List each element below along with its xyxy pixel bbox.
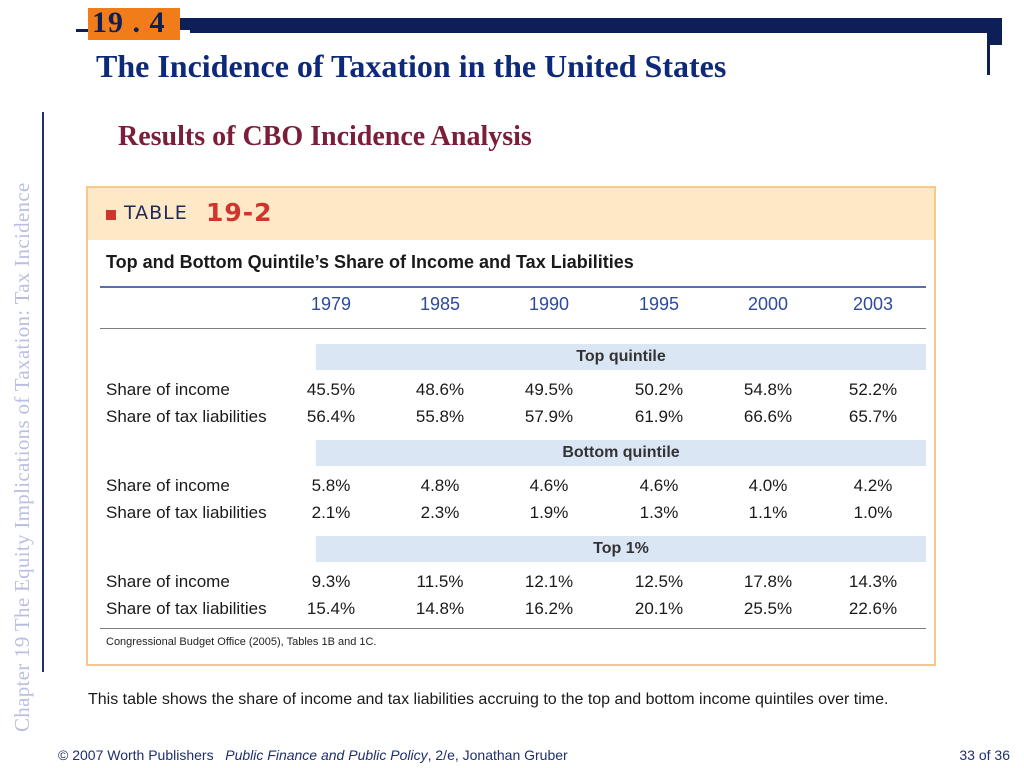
table-cell: 4.0% [748,476,788,495]
table-cell: 4.8% [420,476,460,495]
footer: © 2007 Worth Publishers Public Finance a… [0,744,1024,768]
table-top-rule [100,286,926,288]
group-label: Bottom quintile [562,444,680,461]
table-bullet-icon [106,210,116,220]
table-cell: 52.2% [848,380,898,399]
table-cell: 5.8% [311,476,351,495]
footer-credit: © 2007 Worth Publishers Public Finance a… [58,747,568,763]
group-label: Top 1% [593,540,649,557]
page-number: 33 of 36 [959,747,1010,763]
year-header: 1995 [638,294,680,314]
table-cell: 1.9% [529,503,569,522]
table-cell: 4.6% [529,476,569,495]
table-cell: 25.5% [743,599,793,618]
table-cell: 11.5% [416,572,464,591]
table-cell: 55.8% [415,407,465,426]
table-cell: 17.8% [743,572,793,591]
table-label-number: 19-2 [206,198,273,227]
header-right-line [987,33,990,75]
footer-book-details: , 2/e, Jonathan Gruber [427,747,568,763]
table-cell: 54.8% [743,380,793,399]
header-left-dash [76,29,88,32]
row-label: Share of tax liabilities [106,503,267,522]
table-cell: 48.6% [415,380,465,399]
table-cell: 15.4% [306,599,356,618]
group-band: Top 1% [316,536,926,562]
table-cell: 45.5% [306,380,356,399]
group-label: Top quintile [576,348,666,365]
footer-book-title: Public Finance and Public Policy [225,747,428,763]
table-header-band: TABLE 19-2 [88,188,934,240]
table-cell: 16.2% [524,599,574,618]
row-label: Share of income [106,380,230,399]
group-band: Bottom quintile [316,440,926,466]
group-band: Top quintile [316,344,926,370]
table-label-word: TABLE [124,202,188,224]
header-bar [180,18,1002,30]
table-source-note: Congressional Budget Office (2005), Tabl… [106,636,377,648]
table-cell: 49.5% [524,380,574,399]
table-cell: 61.9% [634,407,684,426]
table-cell: 2.1% [311,503,351,522]
header-rule [100,328,926,329]
table-cell: 12.5% [634,572,684,591]
year-header: 2000 [747,294,789,314]
year-header: 1979 [310,294,352,314]
row-label: Share of income [106,476,230,495]
row-label: Share of income [106,572,230,591]
table-row: Share of income 45.5% 48.6% 49.5% 50.2% … [88,380,934,404]
table-row: Share of tax liabilities 15.4% 14.8% 16.… [88,599,934,623]
slide-title: The Incidence of Taxation in the United … [96,48,727,84]
table-cell: 50.2% [634,380,684,399]
table-cell: 56.4% [306,407,356,426]
table-cell: 1.0% [853,503,893,522]
table-caption: Top and Bottom Quintile’s Share of Incom… [106,252,634,272]
table-row: Share of tax liabilities 56.4% 55.8% 57.… [88,407,934,431]
footer-copyright: © 2007 Worth Publishers [58,747,214,763]
table-cell: 65.7% [848,407,898,426]
year-header-row: 1979 1985 1990 1995 2000 2003 [88,294,934,320]
table-cell: 14.3% [848,572,898,591]
table-row: Share of tax liabilities 2.1% 2.3% 1.9% … [88,503,934,527]
table-cell: 20.1% [634,599,684,618]
header-right-tick [990,30,1002,45]
table-cell: 66.6% [743,407,793,426]
table-row: Share of income 9.3% 11.5% 12.1% 12.5% 1… [88,572,934,596]
table-cell: 4.2% [853,476,893,495]
row-label: Share of tax liabilities [106,407,267,426]
sidebar-divider [42,112,44,672]
year-header: 1985 [419,294,461,314]
table-description: This table shows the share of income and… [88,691,889,708]
table-cell: 14.8% [415,599,465,618]
section-number: 19 . 4 [92,6,166,39]
table-cell: 1.1% [748,503,788,522]
year-header: 2003 [852,294,894,314]
table-bottom-rule [100,628,926,629]
header-bar-thin [190,30,990,33]
table-cell: 9.3% [311,572,351,591]
slide-subtitle: Results of CBO Incidence Analysis [118,121,532,152]
table-cell: 4.6% [639,476,679,495]
table-cell: 57.9% [524,407,574,426]
table-cell: 22.6% [848,599,898,618]
table-row: Share of income 5.8% 4.8% 4.6% 4.6% 4.0%… [88,476,934,500]
section-badge [88,8,180,40]
table-cell: 12.1% [524,572,574,591]
table-cell: 2.3% [420,503,460,522]
data-table: TABLE 19-2 Top and Bottom Quintile’s Sha… [86,186,936,666]
year-header: 1990 [528,294,570,314]
row-label: Share of tax liabilities [106,599,267,618]
table-cell: 1.3% [639,503,679,522]
chapter-sidebar-text: Chapter 19 The Equity Implications of Ta… [10,182,34,732]
